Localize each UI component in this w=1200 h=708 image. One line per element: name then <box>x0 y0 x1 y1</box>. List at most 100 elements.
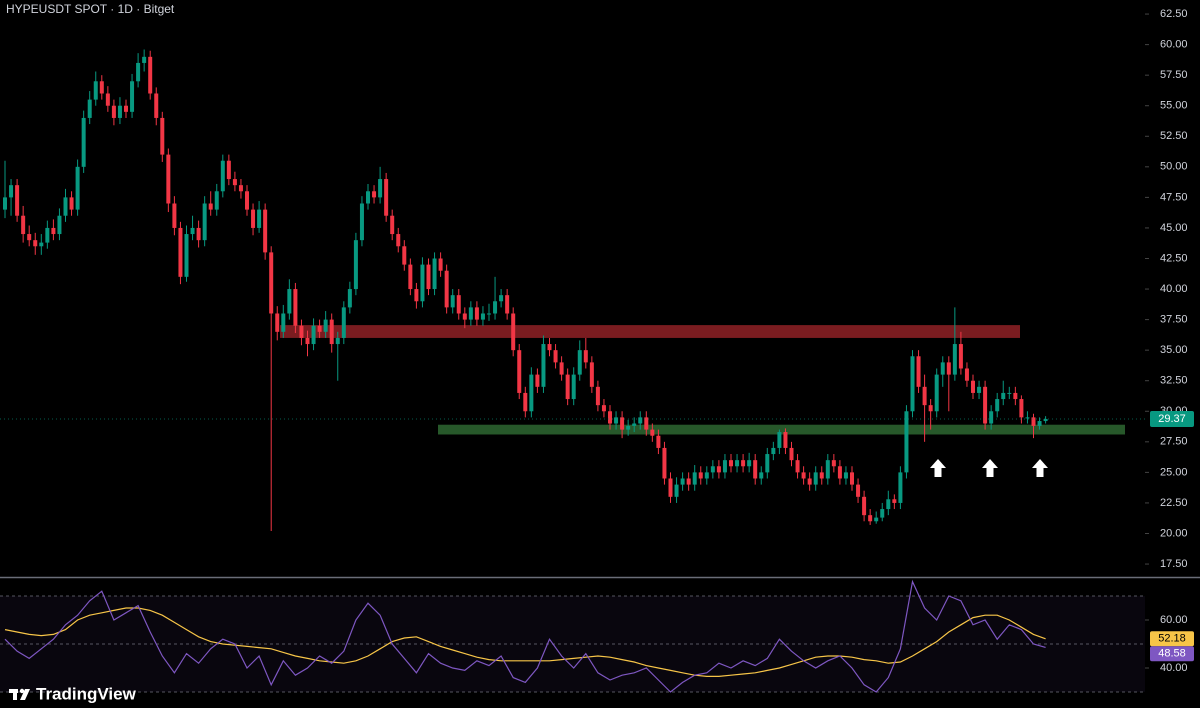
candle-body <box>668 478 673 497</box>
candle-body <box>983 386 988 424</box>
candle-body <box>45 227 50 243</box>
candle-body <box>1007 392 1012 394</box>
candle-body <box>789 447 794 461</box>
value-tag-label: 48.58 <box>1158 648 1186 660</box>
candle-body <box>850 472 854 485</box>
candle-body <box>904 411 909 473</box>
candle-body <box>426 264 431 290</box>
candle-body <box>662 447 667 479</box>
candle-body <box>1031 417 1036 426</box>
candle-body <box>480 313 485 320</box>
candle-body <box>680 478 685 485</box>
candle-body <box>384 179 389 216</box>
candle-body <box>63 197 68 216</box>
candle-body <box>1025 417 1030 419</box>
candle-body <box>190 227 195 235</box>
candle-body <box>656 435 661 448</box>
candle-body <box>777 432 782 448</box>
y-tick-label: 60.00 <box>1160 614 1188 626</box>
candle-body <box>589 362 594 387</box>
candle-body <box>922 386 927 406</box>
zone <box>280 325 1020 338</box>
candle-body <box>825 460 830 479</box>
candle-body <box>172 203 177 228</box>
candle-body <box>220 160 225 192</box>
candle-body <box>51 227 56 235</box>
last-price-label: 29.37 <box>1158 413 1186 425</box>
candle-body <box>208 203 213 210</box>
y-tick-label: 40.00 <box>1160 283 1188 295</box>
arrow <box>982 459 998 477</box>
candle-body <box>886 499 891 510</box>
candle-body <box>843 472 848 479</box>
candle-body <box>263 209 268 253</box>
candle-body <box>644 417 649 430</box>
candle-body <box>281 313 286 332</box>
candle-body <box>493 301 498 314</box>
candle-body <box>372 191 377 198</box>
candle-body <box>142 56 147 63</box>
candle-body <box>69 197 74 210</box>
candle-body <box>517 350 522 393</box>
candle-body <box>105 93 110 106</box>
candle-body <box>15 185 20 216</box>
candle-body <box>238 185 243 192</box>
candle-body <box>910 356 915 412</box>
y-tick-label: 45.00 <box>1160 222 1188 234</box>
candle-body <box>323 319 328 332</box>
candle-body <box>251 209 256 228</box>
candle-body <box>958 344 963 369</box>
candle-body <box>33 240 38 247</box>
candle-body <box>995 399 1000 412</box>
candle-body <box>474 307 479 320</box>
brand: TradingView <box>36 684 137 703</box>
candle-body <box>450 295 455 308</box>
y-tick-label: 22.50 <box>1160 497 1188 509</box>
candle-body <box>989 411 994 424</box>
candle-body <box>952 344 957 375</box>
candle-body <box>432 258 437 290</box>
candle-body <box>831 460 836 467</box>
candle-body <box>771 447 776 455</box>
candle-body <box>928 405 933 412</box>
y-tick-label: 37.50 <box>1160 314 1188 326</box>
candle-body <box>27 234 32 241</box>
y-tick-label: 35.00 <box>1160 344 1188 356</box>
candle-body <box>541 344 546 387</box>
y-tick-label: 25.00 <box>1160 466 1188 478</box>
candle-body <box>783 432 788 448</box>
arrows <box>930 459 1048 477</box>
candle-body <box>269 252 274 314</box>
chart-title: HYPEUSDT SPOT · 1D · Bitget <box>6 2 175 16</box>
candle-body <box>971 380 975 393</box>
candle-body <box>57 215 62 235</box>
y-tick-label: 20.00 <box>1160 527 1188 539</box>
candle-body <box>916 356 921 387</box>
y-tick-label: 50.00 <box>1160 161 1188 173</box>
candle-body <box>856 484 861 497</box>
candle-body <box>444 270 449 308</box>
candle-body <box>729 460 733 467</box>
candle-body <box>813 472 818 485</box>
candle-body <box>874 517 879 522</box>
candle-body <box>21 215 26 235</box>
candle-body <box>3 197 7 210</box>
candle-body <box>795 460 800 473</box>
candle-body <box>438 258 443 271</box>
logo-part <box>13 689 17 700</box>
candle-body <box>934 374 939 412</box>
candle-body <box>396 234 401 247</box>
candle-body <box>414 289 419 302</box>
candle-body <box>620 417 625 430</box>
candle-body <box>378 179 383 198</box>
y-tick-label: 40.00 <box>1160 662 1188 674</box>
candle-body <box>704 472 709 479</box>
candle-body <box>807 478 812 485</box>
candle-body <box>977 386 982 393</box>
candle-body <box>577 350 582 375</box>
y-tick-label: 52.50 <box>1160 130 1188 142</box>
candle-body <box>523 392 528 412</box>
